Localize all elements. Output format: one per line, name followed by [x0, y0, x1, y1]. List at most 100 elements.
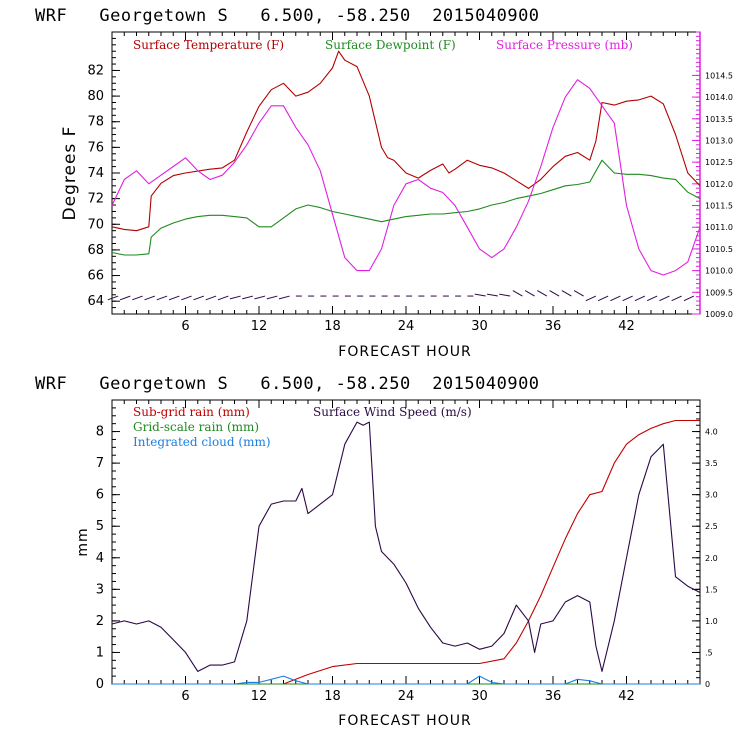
wind-barb — [561, 290, 572, 297]
wind-barb — [217, 295, 229, 301]
temperature-pressure-panel: WRF Georgetown S 6.500, -58.250 20150409… — [35, 6, 733, 360]
wind-barb — [524, 290, 535, 297]
wind-barb — [634, 295, 646, 302]
legend-item-wind-speed: Surface Wind Speed (m/s) — [313, 405, 472, 419]
y-tick-label: 8 — [96, 425, 104, 440]
wind-barb — [156, 295, 168, 301]
x-tick-label: 36 — [545, 689, 562, 704]
wind-barb — [622, 295, 633, 302]
y2-tick-label: 1011.0 — [705, 223, 733, 232]
x-tick-label: 12 — [251, 319, 268, 334]
x-tick-label: 30 — [471, 689, 488, 704]
panel-title: WRF Georgetown S 6.500, -58.250 20150409… — [35, 374, 540, 394]
series-line-surface-dewpoint-f — [111, 159, 701, 256]
wind-barb — [573, 290, 584, 297]
wind-barb — [144, 295, 156, 301]
x-tick-label: 6 — [181, 689, 189, 704]
y2-tick-label: 1009.5 — [705, 288, 733, 297]
x-tick-label: 12 — [251, 689, 268, 704]
y-tick-label: 6 — [96, 488, 104, 503]
y2-tick-label: 1009.0 — [705, 310, 733, 319]
wind-barb — [254, 295, 266, 300]
y2-tick-label: 1014.5 — [705, 71, 733, 80]
wind-barb — [610, 295, 621, 302]
x-tick-label: 42 — [618, 319, 635, 334]
y-tick-label: 4 — [96, 551, 104, 566]
y2-tick-label: 1013.0 — [705, 136, 733, 145]
legend-item-pressure: Surface Pressure (mb) — [496, 38, 633, 52]
y2-tick-label: 1012.5 — [705, 158, 733, 167]
legend: Sub-grid rain (mm) Surface Wind Speed (m… — [133, 405, 472, 449]
wind-barb — [278, 295, 290, 300]
y2-tick-label: 1010.0 — [705, 267, 733, 276]
wind-barb — [119, 295, 131, 301]
y2-tick-label: 1014.0 — [705, 93, 733, 102]
y2-tick-label: 3.0 — [705, 491, 718, 500]
x-tick-label: 36 — [545, 319, 562, 334]
y-tick-label: 66 — [87, 269, 104, 284]
y2-tick-label: 1013.5 — [705, 115, 733, 124]
legend: Surface Temperature (F) Surface Dewpoint… — [133, 38, 633, 52]
series-line-integrated-cloud-mm — [112, 675, 700, 685]
y2-tick-label: 2.5 — [705, 522, 718, 531]
legend-item-subgrid-rain: Sub-grid rain (mm) — [133, 405, 250, 419]
wind-barb — [168, 295, 180, 301]
y2-tick-label: 2.0 — [705, 554, 718, 563]
x-axis-label: FORECAST HOUR — [338, 344, 471, 360]
x-axis-label: FORECAST HOUR — [338, 713, 471, 729]
y2-tick-label: 1011.5 — [705, 202, 733, 211]
y2-tick-label: 1.0 — [705, 617, 718, 626]
wind-barb — [474, 293, 486, 297]
series-line-surface-temperature-f — [111, 50, 701, 232]
wind-barb — [499, 293, 511, 297]
wind-barb — [181, 295, 192, 301]
precipitation-wind-panel: WRF Georgetown S 6.500, -58.250 20150409… — [35, 374, 718, 729]
y2-tick-label: 1012.0 — [705, 180, 733, 189]
y-tick-label: 68 — [87, 243, 104, 258]
y2-tick-label: 3.5 — [705, 459, 718, 468]
wind-barb — [585, 295, 597, 302]
wind-barb — [266, 295, 278, 300]
y2-tick-label: .5 — [705, 648, 713, 657]
x-tick-label: 6 — [181, 319, 189, 334]
wind-barb — [671, 295, 682, 302]
wind-barbs — [107, 290, 695, 302]
y-tick-label: 5 — [96, 519, 104, 534]
y-tick-label: 1 — [96, 645, 104, 660]
y-tick-label: 80 — [87, 89, 104, 104]
y2-tick-label: 0 — [705, 680, 710, 689]
wind-barb — [646, 295, 658, 302]
y-tick-label: 3 — [96, 582, 104, 597]
series-line-sub-grid-rain-mm — [112, 419, 700, 685]
y-tick-label: 70 — [87, 217, 104, 232]
wind-barb — [659, 295, 670, 302]
y-axis-label: mm — [75, 527, 91, 556]
wind-barb — [193, 295, 205, 301]
y-tick-label: 7 — [96, 456, 104, 471]
legend-item-dewpoint: Surface Dewpoint (F) — [325, 38, 456, 52]
y-tick-label: 64 — [87, 294, 104, 309]
wind-barb — [205, 295, 217, 301]
x-tick-label: 42 — [618, 689, 635, 704]
y-tick-label: 76 — [87, 140, 104, 155]
wind-barb — [107, 295, 119, 301]
series-line-surface-wind-speed-m-s — [111, 421, 701, 672]
wind-barb — [597, 295, 609, 302]
y-tick-label: 72 — [87, 192, 104, 207]
x-tick-label: 18 — [324, 689, 341, 704]
y-axis-label: Degrees F — [60, 126, 80, 221]
y2-tick-label: 1010.5 — [705, 245, 733, 254]
legend-item-cloud: Integrated cloud (mm) — [133, 435, 271, 449]
panel-title: WRF Georgetown S 6.500, -58.250 20150409… — [35, 6, 540, 26]
y-tick-label: 74 — [87, 166, 104, 181]
wind-barb — [229, 295, 241, 300]
legend-item-temperature: Surface Temperature (F) — [133, 38, 284, 52]
wind-barb — [683, 295, 695, 302]
wind-barb — [132, 295, 143, 301]
y-tick-label: 78 — [87, 115, 104, 130]
legend-item-grid-rain: Grid-scale rain (mm) — [133, 420, 259, 434]
y-tick-label: 2 — [96, 614, 104, 629]
wind-barb — [512, 290, 523, 297]
y-tick-label: 0 — [96, 677, 104, 692]
wind-barb — [537, 290, 548, 297]
